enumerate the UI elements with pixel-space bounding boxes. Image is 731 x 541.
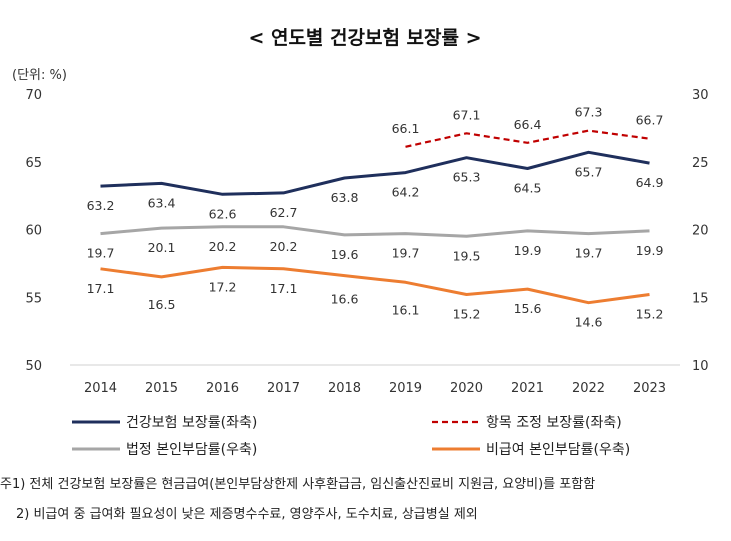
chart: < 연도별 건강보험 보장률 > (단위: %) 70 65 60 55 50 30 25… [12,27,709,458]
x-tick-label: 2019 [389,381,422,396]
data-label: 16.5 [148,297,176,312]
x-tick-label: 2016 [206,381,239,396]
x-tick-label: 2017 [267,381,300,396]
data-label: 19.7 [575,246,603,261]
chart-title: < 연도별 건강보험 보장률 > [248,27,481,49]
footnote-2: 2) 비급여 중 급여화 필요성이 낮은 제증명수수료, 영양주사, 도수치료,… [16,507,478,522]
legend: 건강보험 보장률(좌축) 항목 조정 보장률(좌축) 법정 본인부담률(우축) 비급여… [72,415,630,458]
data-label: 17.1 [270,281,298,296]
unit-label: (단위: %) [12,68,67,83]
data-label: 15.6 [514,301,542,316]
data-label: 17.1 [87,281,115,296]
x-tick-label: 2023 [633,381,666,396]
x-tick-label: 2022 [572,381,605,396]
footnotes: 주1) 전체 건강보험 보장률은 현금급여(본인부담상한제 사후환급금, 임신출… [0,470,731,530]
legend-label: 법정 본인부담률(우축) [126,442,257,458]
data-label: 66.1 [392,121,420,136]
data-label: 63.2 [87,198,115,213]
data-label: 62.6 [209,206,237,221]
right-tick-label: 15 [692,291,709,306]
x-tick-label: 2014 [84,381,117,396]
data-label: 20.1 [148,240,176,255]
footnote-1: 주1) 전체 건강보험 보장률은 현금급여(본인부담상한제 사후환급금, 임신출… [0,477,596,492]
data-label: 20.2 [209,239,237,254]
data-label: 65.3 [453,170,481,185]
data-label: 64.5 [514,181,542,196]
series-line-0 [100,150,650,196]
data-label: 15.2 [453,307,481,322]
left-tick-label: 70 [25,88,42,103]
data-label: 63.4 [148,195,176,210]
right-tick-label: 30 [692,88,709,103]
right-axis: 30 25 20 15 10 [692,88,709,374]
legend-label: 건강보험 보장률(좌축) [126,415,257,431]
right-tick-label: 20 [692,224,709,239]
data-label: 62.7 [270,205,298,220]
data-label: 17.2 [209,279,237,294]
x-tick-label: 2018 [328,381,361,396]
data-label: 67.1 [453,107,481,122]
right-tick-label: 10 [692,359,709,374]
left-tick-label: 65 [25,156,42,171]
data-label: 19.6 [331,247,359,262]
data-label: 63.8 [331,190,359,205]
data-label: 14.6 [575,315,603,330]
legend-label: 항목 조정 보장률(좌축) [486,415,622,431]
data-label: 19.7 [392,246,420,261]
left-tick-label: 50 [25,359,42,374]
x-tick-label: 2021 [511,381,544,396]
data-label: 19.9 [514,243,542,258]
left-tick-label: 60 [25,224,42,239]
left-axis: 70 65 60 55 50 [25,88,42,374]
data-label: 15.2 [636,307,664,322]
series-line-1 [405,129,650,148]
right-tick-label: 25 [692,156,709,171]
data-label: 16.1 [392,302,420,317]
series-line-2 [100,225,650,238]
x-tick-label: 2020 [450,381,483,396]
data-label: 19.9 [636,243,664,258]
x-axis: 2014 2015 2016 2017 2018 2019 2020 2021 2022 2023 [70,364,680,396]
x-tick-label: 2015 [145,381,178,396]
data-labels: 63.2 63.4 62.6 62.7 63.8 64.2 65.3 64.5 65.7 64.9… [87,105,664,330]
legend-label: 비급여 본인부담률(우축) [486,442,630,458]
series-line-3 [100,265,650,305]
data-label: 67.3 [575,105,603,120]
data-label: 16.6 [331,292,359,307]
series-lines [100,129,650,305]
data-label: 20.2 [270,239,298,254]
data-label: 66.7 [636,113,664,128]
data-label: 64.9 [636,175,664,190]
data-label: 64.2 [392,185,420,200]
data-label: 65.7 [575,164,603,179]
left-tick-label: 55 [25,291,42,306]
data-label: 19.7 [87,246,115,261]
data-label: 19.5 [453,248,481,263]
data-label: 66.4 [514,117,542,132]
